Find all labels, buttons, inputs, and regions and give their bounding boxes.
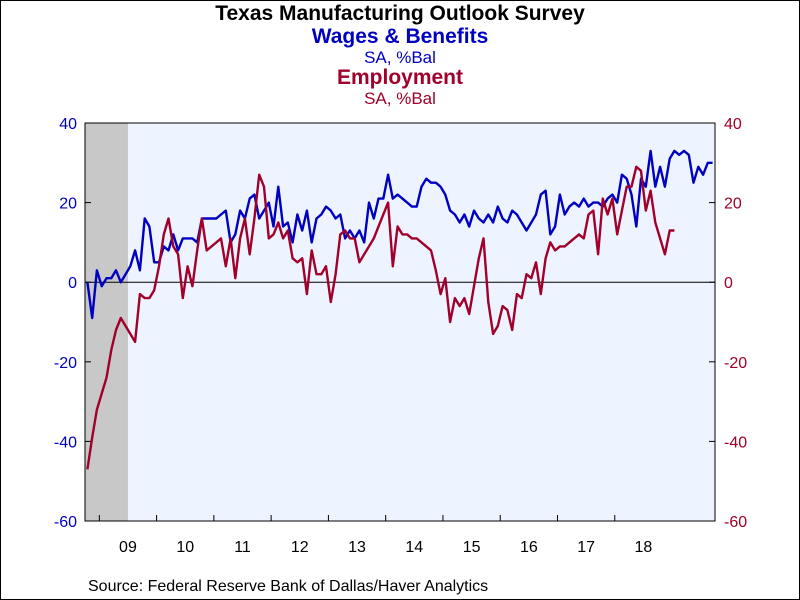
left-axis-tick-label: -40 bbox=[54, 434, 77, 451]
x-axis-tick-label: 16 bbox=[520, 539, 538, 556]
right-axis-tick-label: -40 bbox=[724, 434, 747, 451]
series1-title: Wages & Benefits bbox=[311, 25, 489, 48]
x-axis-tick-label: 15 bbox=[463, 539, 481, 556]
series1-units: SA, %Bal bbox=[364, 48, 436, 67]
right-axis-tick-label: -20 bbox=[724, 355, 747, 372]
left-axis-tick-label: 20 bbox=[59, 196, 77, 213]
left-axis-tick-label: 40 bbox=[59, 116, 77, 133]
series2-title: Employment bbox=[336, 66, 464, 89]
x-axis-tick-label: 17 bbox=[577, 539, 595, 556]
x-axis-tick-label: 18 bbox=[635, 539, 653, 556]
employment-line bbox=[86, 165, 675, 470]
right-axis-tick-label: -60 bbox=[724, 514, 747, 531]
x-axis-tick-label: 11 bbox=[234, 539, 251, 556]
plot-border bbox=[84, 122, 716, 522]
chart-title: Texas Manufacturing Outlook Survey bbox=[215, 2, 585, 25]
wages-benefits-line bbox=[86, 149, 713, 320]
right-axis-tick-label: 20 bbox=[724, 196, 742, 213]
series2-units: SA, %Bal bbox=[364, 89, 436, 108]
right-axis-tick-label: 0 bbox=[724, 275, 733, 292]
recession-shading bbox=[85, 123, 128, 521]
x-axis-tick-label: 14 bbox=[405, 539, 423, 556]
chart-title-block: Texas Manufacturing Outlook Survey Wages… bbox=[0, 2, 800, 108]
x-axis-tick-label: 10 bbox=[176, 539, 194, 556]
x-axis-tick-label: 09 bbox=[119, 539, 137, 556]
right-axis-tick-label: 40 bbox=[724, 116, 742, 133]
x-axis-tick-label: 13 bbox=[348, 539, 366, 556]
left-axis-tick-label: -60 bbox=[54, 514, 77, 531]
source-note: Source: Federal Reserve Bank of Dallas/H… bbox=[88, 578, 489, 595]
x-axis-tick-label: 12 bbox=[291, 539, 309, 556]
left-axis-tick-label: -20 bbox=[54, 355, 77, 372]
left-axis-tick-label: 0 bbox=[68, 275, 77, 292]
plot-background bbox=[85, 123, 715, 521]
